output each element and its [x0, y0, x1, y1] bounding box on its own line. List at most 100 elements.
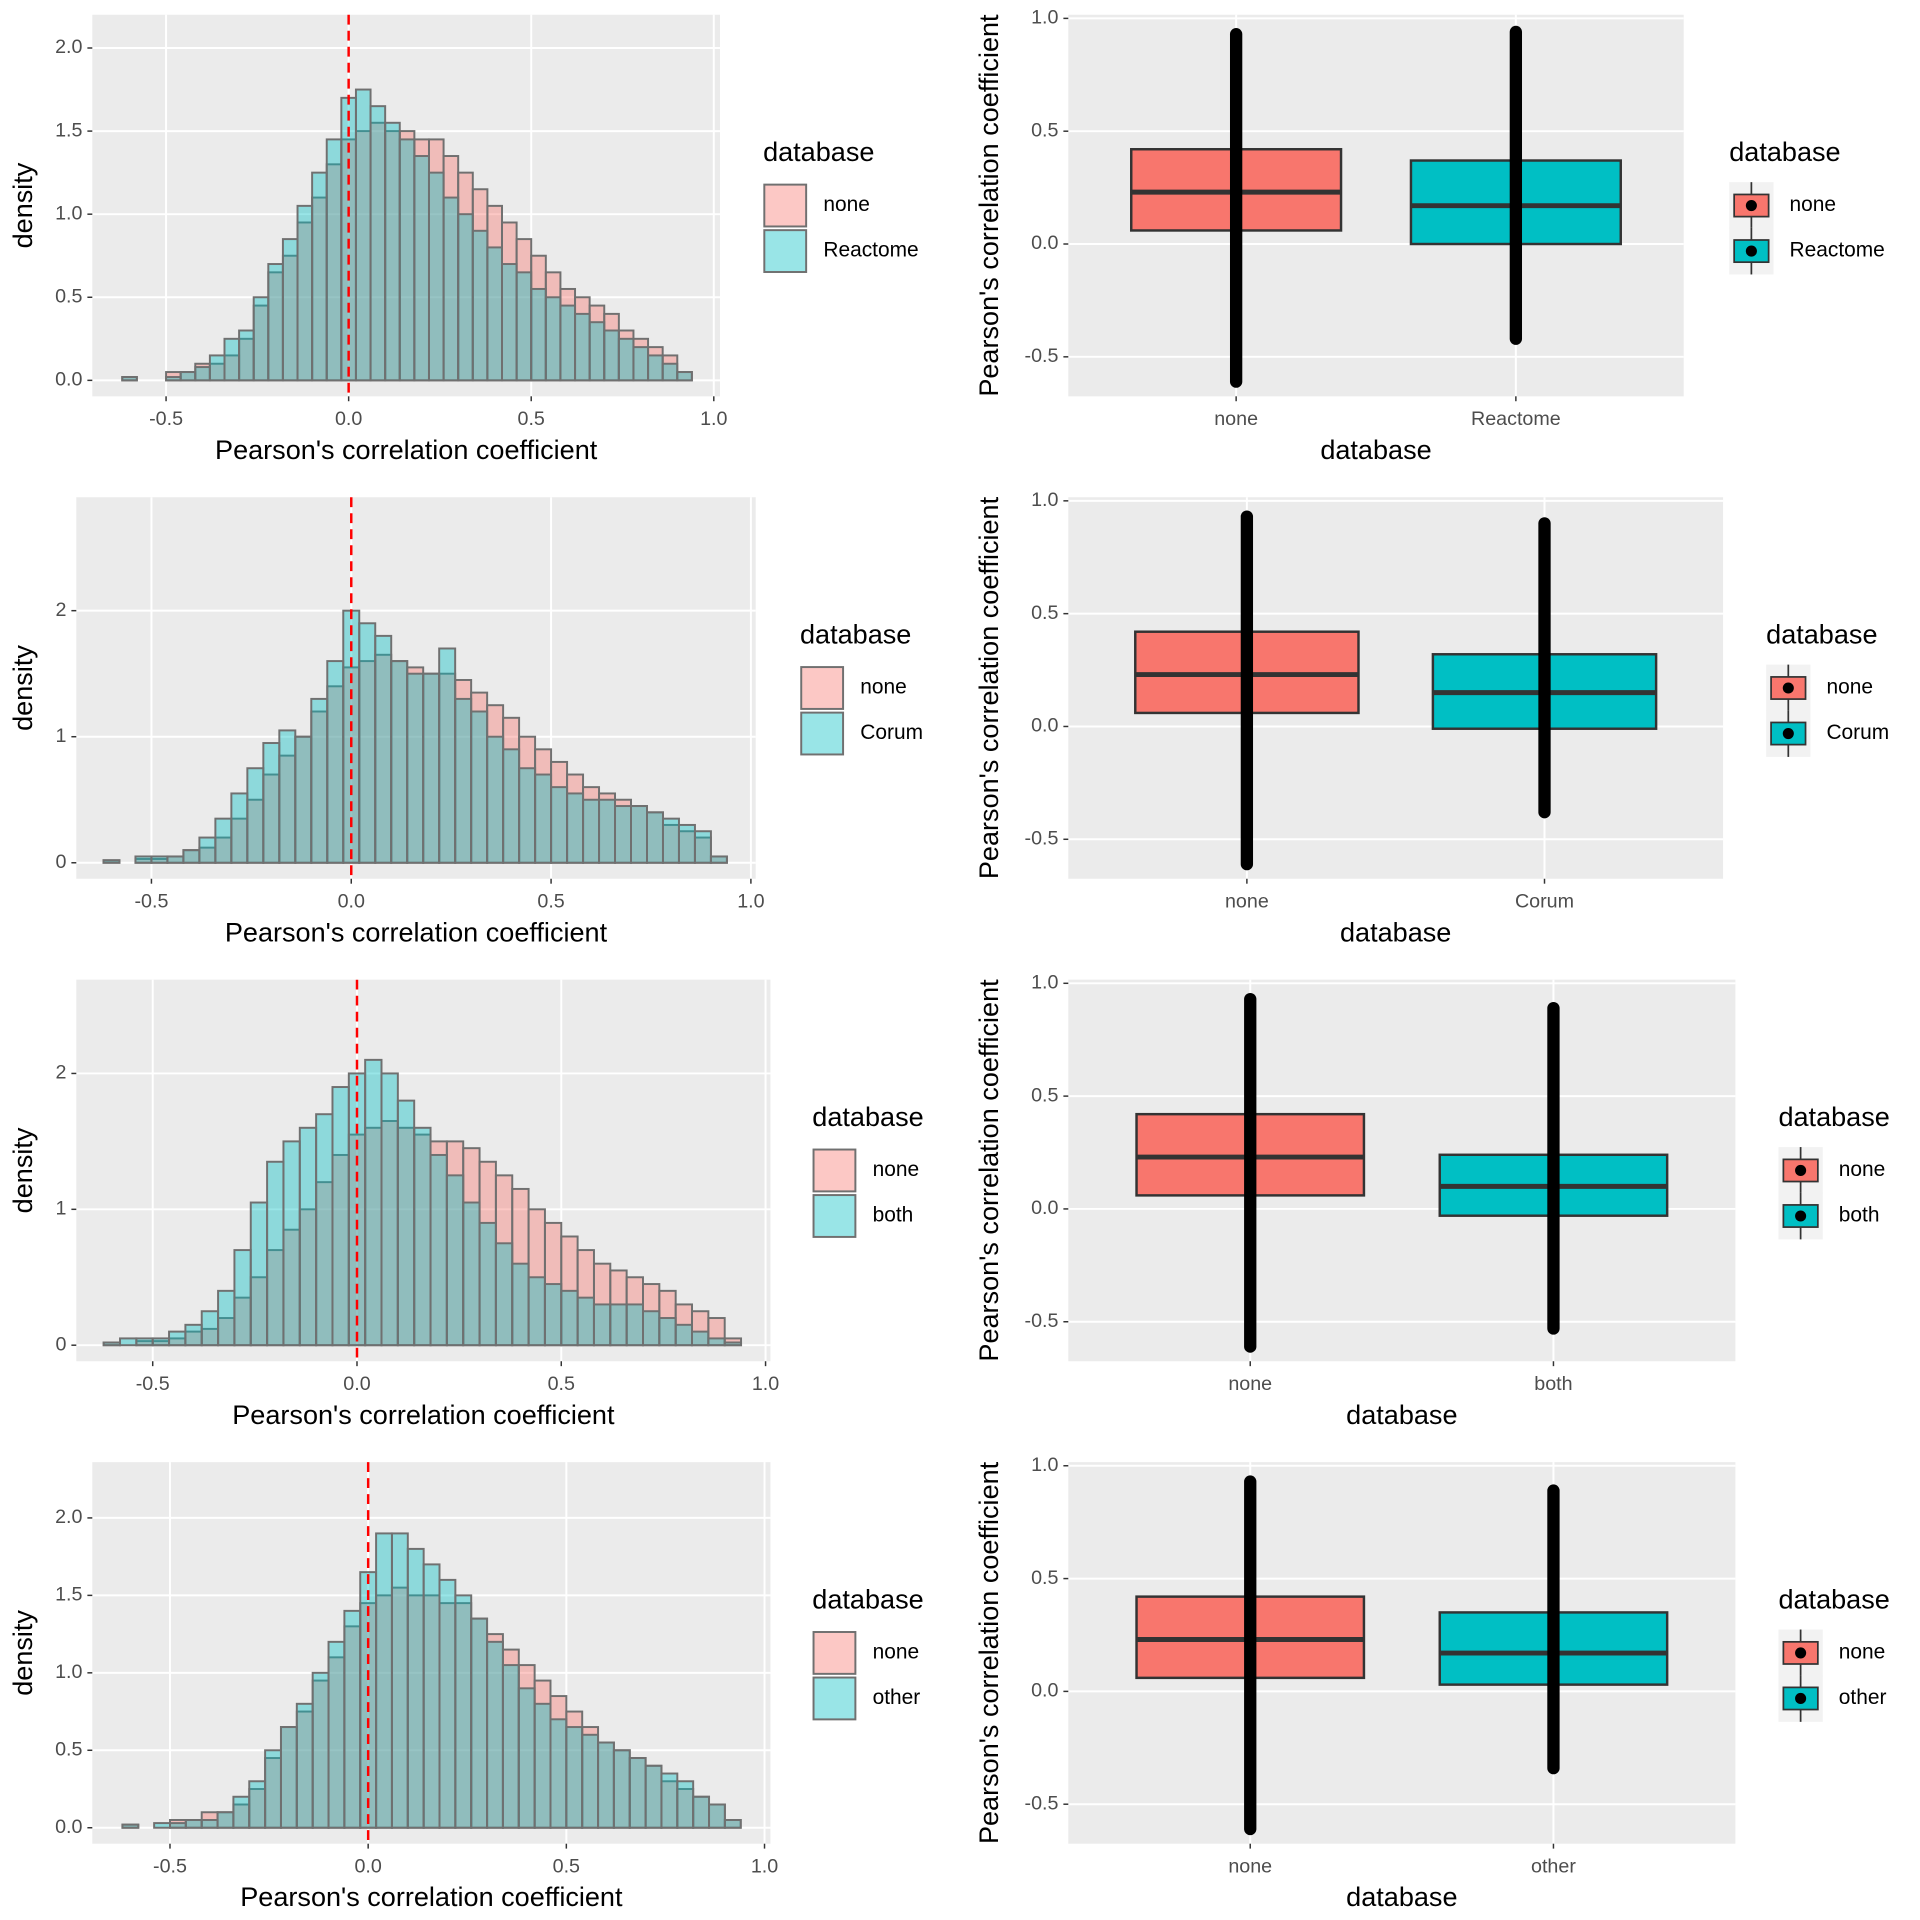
bar [530, 287, 547, 382]
bar [295, 1702, 314, 1829]
x-tick-label: 1.0 [752, 1373, 779, 1395]
y-tick-label: 0.5 [1031, 602, 1058, 624]
bar [121, 376, 138, 382]
bar [281, 238, 299, 382]
bar [413, 1126, 432, 1347]
bar [238, 329, 255, 382]
bar [396, 1099, 416, 1347]
bar [709, 855, 728, 864]
bar [422, 1563, 441, 1829]
bar [230, 792, 249, 864]
bar [198, 836, 217, 864]
bar [723, 1341, 743, 1347]
y-tick-label: 0.0 [1031, 715, 1058, 737]
y-axis-title: Pearson's correlation coefficient [973, 1461, 1004, 1844]
bar [364, 1058, 383, 1347]
legend-label: other [873, 1686, 921, 1709]
x-tick-label: none [1214, 408, 1258, 430]
bar [375, 1532, 393, 1829]
bar [102, 1341, 122, 1347]
bar [429, 1153, 448, 1347]
bar [486, 1640, 504, 1829]
bar [184, 1323, 203, 1347]
bar [692, 1795, 711, 1829]
bar [248, 1780, 267, 1829]
bar [534, 773, 553, 864]
bar [515, 271, 533, 382]
bar [311, 1671, 330, 1829]
bar [612, 1749, 631, 1829]
bar [358, 622, 377, 864]
bar [398, 138, 416, 382]
bar [406, 1547, 425, 1829]
bar [550, 786, 569, 864]
x-tick-label: Corum [1515, 890, 1574, 912]
x-tick-label: 0.0 [335, 408, 362, 430]
bar [632, 346, 650, 382]
bar [150, 855, 169, 864]
bar [592, 1303, 612, 1347]
x-tick-label: 0.5 [553, 1855, 580, 1877]
y-axis-title: Pearson's correlation coefficient [973, 496, 1004, 879]
bar [707, 1337, 726, 1347]
y-axis-title: Pearson's correlation coefficient [973, 979, 1004, 1362]
bar [676, 371, 693, 382]
plot-background [76, 979, 771, 1362]
bar [677, 823, 696, 864]
bar [165, 376, 182, 382]
x-axis-title: Pearson's correlation coefficient [232, 1399, 615, 1430]
bar [166, 855, 185, 864]
bar [354, 88, 372, 382]
plot-background [92, 1462, 771, 1844]
y-axis-title: density [7, 162, 38, 248]
bar [625, 1303, 644, 1347]
y-tick-label: 0.5 [1031, 1084, 1058, 1106]
legend-key [812, 1631, 857, 1675]
x-tick-label: 0.5 [548, 1373, 575, 1395]
bar [331, 1086, 350, 1347]
bar [134, 855, 153, 864]
bar [374, 634, 393, 864]
bar [380, 1072, 399, 1347]
legend-key-point [1795, 1164, 1807, 1176]
bar [559, 304, 577, 382]
bar [169, 1822, 187, 1829]
bar [233, 1249, 252, 1347]
bar [264, 1749, 282, 1829]
y-tick-label: 2.0 [55, 1506, 82, 1528]
bar [135, 1337, 154, 1347]
y-tick-label: 0.0 [1031, 232, 1058, 254]
bar [582, 798, 601, 864]
bar [527, 1276, 546, 1347]
legend-key [812, 1148, 857, 1193]
x-tick-label: both [1534, 1373, 1572, 1395]
legend-key [812, 1676, 857, 1721]
bar [658, 1317, 677, 1347]
bar [661, 362, 679, 382]
y-tick-label: -0.5 [1025, 1792, 1059, 1814]
bar [609, 1303, 628, 1347]
y-tick-label: 1 [56, 1198, 67, 1220]
bar [278, 729, 297, 864]
bar [617, 337, 635, 382]
legend-key [800, 711, 845, 756]
x-tick-label: 1.0 [737, 890, 764, 912]
bar [565, 1726, 584, 1829]
legend-title: database [1778, 1583, 1889, 1614]
x-tick-label: none [1228, 1373, 1272, 1395]
bar [325, 138, 343, 382]
bar [311, 171, 328, 382]
bar [246, 767, 265, 864]
bar [576, 1296, 595, 1347]
bar [674, 1323, 694, 1347]
x-axis-title: database [1340, 916, 1451, 947]
bar [511, 1262, 530, 1347]
legend-key-point [1745, 199, 1757, 212]
legend-title: database [812, 1101, 923, 1132]
bar [217, 1289, 236, 1347]
bar [517, 1687, 536, 1829]
x-tick-label: 0.0 [343, 1373, 370, 1395]
legend-title: database [1766, 618, 1877, 649]
legend-title: database [763, 136, 874, 167]
x-axis-title: database [1346, 1399, 1457, 1430]
